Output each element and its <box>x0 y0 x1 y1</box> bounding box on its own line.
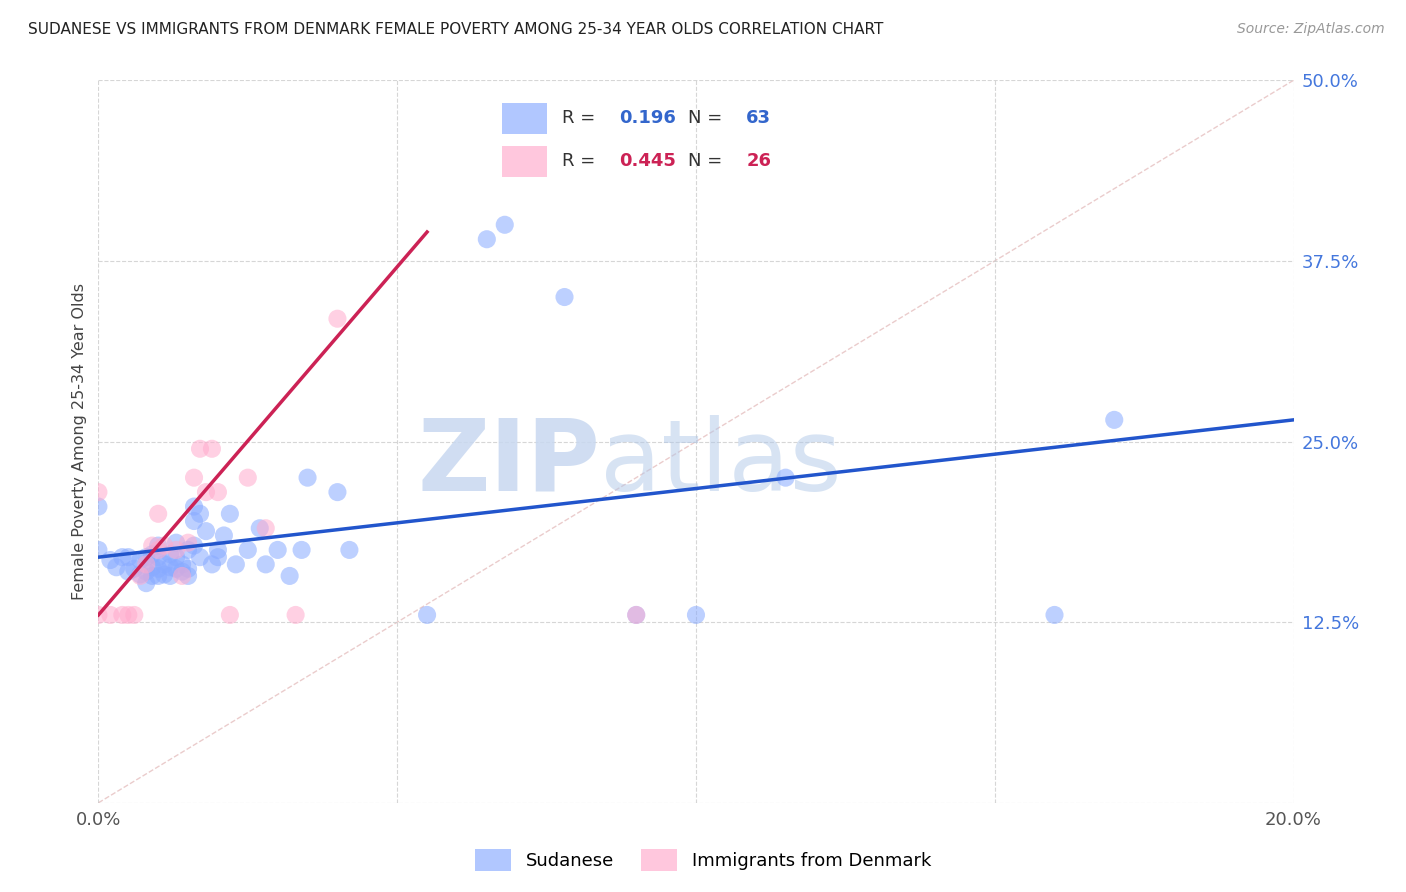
Point <box>219 507 242 521</box>
Point <box>188 442 211 456</box>
Point <box>177 569 200 583</box>
Point <box>117 607 139 622</box>
Point <box>183 514 205 528</box>
Point <box>225 558 247 572</box>
Point <box>87 607 110 622</box>
Point <box>183 470 205 484</box>
Point <box>212 528 235 542</box>
Text: ZIP: ZIP <box>418 415 600 512</box>
Point <box>172 565 194 579</box>
Point <box>159 547 181 561</box>
Point <box>135 565 157 579</box>
Point <box>554 290 576 304</box>
Point <box>207 550 229 565</box>
Point <box>148 550 170 565</box>
Point <box>172 569 194 583</box>
Point <box>339 542 361 557</box>
Point <box>165 535 187 549</box>
Point <box>148 539 170 553</box>
Point <box>135 550 157 565</box>
Point <box>159 560 181 574</box>
Point <box>775 470 797 484</box>
Point <box>188 507 211 521</box>
Point <box>494 218 516 232</box>
Point <box>177 542 200 557</box>
Point <box>195 485 218 500</box>
Point <box>111 550 134 565</box>
Point <box>278 569 301 583</box>
Point <box>685 607 707 622</box>
Point <box>87 500 110 514</box>
Point <box>177 535 200 549</box>
Point <box>254 521 277 535</box>
Point <box>165 550 187 565</box>
Point <box>117 565 139 579</box>
Point <box>1104 413 1126 427</box>
Point <box>207 485 229 500</box>
Point <box>141 539 163 553</box>
Point <box>195 524 218 538</box>
Point <box>111 607 134 622</box>
Point <box>105 560 128 574</box>
Point <box>141 569 163 583</box>
Point <box>626 607 648 622</box>
Point <box>183 539 205 553</box>
Point <box>135 558 157 572</box>
Point <box>254 558 277 572</box>
Point <box>124 607 146 622</box>
Point <box>141 547 163 561</box>
Text: SUDANESE VS IMMIGRANTS FROM DENMARK FEMALE POVERTY AMONG 25-34 YEAR OLDS CORRELA: SUDANESE VS IMMIGRANTS FROM DENMARK FEMA… <box>28 22 883 37</box>
Point <box>148 542 170 557</box>
Point <box>129 569 152 583</box>
Point <box>626 607 648 622</box>
Point <box>172 558 194 572</box>
Point <box>165 542 187 557</box>
Point <box>201 558 224 572</box>
Point <box>201 442 224 456</box>
Point <box>129 553 152 567</box>
Point <box>177 562 200 576</box>
Point <box>188 550 211 565</box>
Point <box>98 607 122 622</box>
Point <box>135 576 157 591</box>
Point <box>326 485 349 500</box>
Point <box>284 607 307 622</box>
Point <box>148 562 170 576</box>
Point <box>267 542 290 557</box>
Point <box>1043 607 1066 622</box>
Point <box>326 311 349 326</box>
Point <box>153 567 176 582</box>
Point <box>207 542 229 557</box>
Text: Source: ZipAtlas.com: Source: ZipAtlas.com <box>1237 22 1385 37</box>
Point <box>475 232 498 246</box>
Point <box>297 470 319 484</box>
Point <box>153 558 176 572</box>
Y-axis label: Female Poverty Among 25-34 Year Olds: Female Poverty Among 25-34 Year Olds <box>72 283 87 600</box>
Point <box>87 485 110 500</box>
Point <box>124 562 146 576</box>
Text: atlas: atlas <box>600 415 842 512</box>
Point <box>129 567 152 582</box>
Point <box>183 500 205 514</box>
Point <box>236 542 259 557</box>
Point <box>148 569 170 583</box>
Point <box>141 560 163 574</box>
Point <box>219 607 242 622</box>
Point <box>165 562 187 576</box>
Legend: Sudanese, Immigrants from Denmark: Sudanese, Immigrants from Denmark <box>468 842 938 879</box>
Point <box>87 542 110 557</box>
Point <box>291 542 314 557</box>
Point <box>153 539 176 553</box>
Point <box>236 470 259 484</box>
Point <box>249 521 271 535</box>
Point <box>416 607 439 622</box>
Point <box>117 550 139 565</box>
Point <box>159 569 181 583</box>
Point <box>148 507 170 521</box>
Point <box>98 553 122 567</box>
